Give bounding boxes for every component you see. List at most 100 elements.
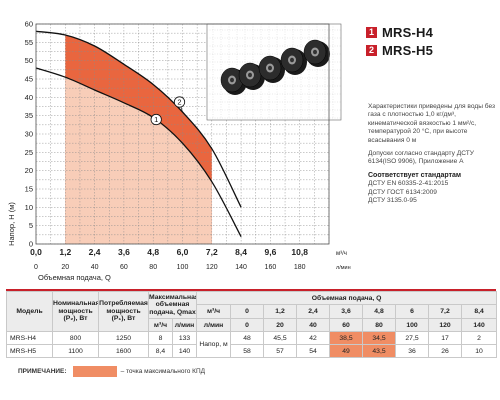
legend-item-1: 1 MRS-H4	[366, 24, 433, 40]
y-tick-label: 15	[25, 185, 33, 194]
chart-legend: 1 MRS-H4 2 MRS-H5	[366, 24, 433, 60]
y-tick-label: 0	[29, 240, 33, 249]
note-standard-1: ДСТУ EN 60335-2-41:2015	[368, 180, 449, 188]
th-flow-m3: 4,8	[362, 304, 397, 319]
x-tick-label-primary: 6,0	[177, 247, 189, 257]
th-flow-m3: 7,2	[428, 304, 463, 319]
impeller-stack-photo	[220, 39, 330, 95]
legend-label-2: MRS-H5	[382, 42, 434, 58]
cell-head-label: Напор, м	[196, 331, 232, 358]
impeller-hole	[230, 77, 234, 83]
th-flow-m3: 6	[395, 304, 430, 319]
x-tick-label-secondary: 80	[149, 264, 157, 271]
x-tick-label-secondary: 0	[34, 264, 38, 271]
th-flow-lmin: 140	[461, 318, 498, 332]
x-tick-label-primary: 9,6	[264, 247, 276, 257]
th-flow-lmin: 100	[395, 318, 430, 332]
series-line-1	[35, 67, 242, 238]
cell-head: 45,5	[263, 331, 298, 345]
y-tick-label: 5	[29, 221, 33, 230]
efficiency-band-light	[65, 77, 212, 244]
note-standards-heading: Соответствует стандартам	[368, 171, 462, 179]
cell-head: 2	[461, 331, 498, 345]
cell-p2: 800	[52, 331, 99, 345]
th-unit-m3: м³/ч	[196, 304, 232, 319]
th-unit-lmin: л/мин	[196, 318, 232, 332]
note-standard-2: ДСТУ ГОСТ 6134:2009	[368, 188, 437, 196]
y-tick-label: 30	[25, 130, 33, 139]
spec-notes: Характеристики приведены для воды без га…	[368, 103, 496, 205]
y-tick-label: 50	[25, 56, 33, 65]
pump-curve-chart: 1 2 0 5 10 15 20 25 30 35 40 45 50 55 60 0,0 1,2 2,4 3,6 4…	[7, 20, 351, 283]
note-conditions: Характеристики приведены для воды без га…	[368, 103, 496, 144]
cell-qmax-m3: 8,4	[148, 344, 173, 358]
cell-model: MRS-H5	[6, 344, 53, 358]
series-marker-label-2: 2	[177, 98, 181, 107]
cell-head: 27,5	[395, 331, 430, 345]
x-axis-label: Объемная подача, Q	[38, 273, 111, 282]
legend-label-1: MRS-H4	[382, 24, 434, 40]
cell-head: 48	[230, 331, 265, 345]
impeller-hole	[248, 72, 252, 78]
footnote-text: – точка максимального КПД	[120, 368, 206, 375]
cell-head-efficiency: 34,5	[362, 331, 397, 345]
x-unit-secondary: л/мин	[336, 265, 351, 271]
x-tick-label-primary: 2,4	[89, 247, 101, 257]
th-flow-lmin: 60	[329, 318, 364, 332]
x-tick-label-secondary: 100	[177, 264, 189, 271]
y-tick-label: 55	[25, 38, 33, 47]
y-tick-label: 25	[25, 148, 33, 157]
performance-table: Модель Номинальная мощность (P₂), Вт Пот…	[6, 291, 498, 358]
cell-qmax-m3: 8	[148, 331, 173, 345]
cell-head: 57	[263, 344, 298, 358]
series-line-2	[35, 30, 242, 208]
legend-item-2: 2 MRS-H5	[366, 42, 433, 58]
x-tick-label-secondary: 60	[120, 264, 128, 271]
cell-head: 58	[230, 344, 265, 358]
x-tick-label-secondary: 120	[206, 264, 218, 271]
cell-p2: 1100	[52, 344, 99, 358]
footnote-label: ПРИМЕЧАНИЕ:	[18, 368, 67, 375]
cell-head: 36	[395, 344, 430, 358]
y-tick-label: 35	[25, 111, 33, 120]
note-standard-3: ДСТУ 3135.0-95	[368, 197, 417, 205]
legend-badge-1: 1	[366, 26, 377, 38]
th-power-nominal: Номинальная мощность (P₂), Вт	[52, 291, 99, 332]
x-tick-label-secondary: 20	[61, 264, 69, 271]
table-header-row: Модель Номинальная мощность (P₂), Вт Пот…	[6, 291, 498, 332]
th-flow-m3: 2,4	[296, 304, 331, 319]
th-model: Модель	[6, 291, 53, 332]
th-flow-lmin: 40	[296, 318, 331, 332]
cell-head-efficiency: 43,5	[362, 344, 397, 358]
cell-head: 26	[428, 344, 463, 358]
th-flow-m3: 3,6	[329, 304, 364, 319]
cell-qmax-lmin: 133	[171, 331, 198, 345]
legend-badge-2: 2	[366, 44, 377, 56]
th-flow-m3: 1,2	[263, 304, 298, 319]
th-power-consumed: Потребляемая мощность (P₁), Вт	[98, 291, 149, 332]
x-tick-label-primary: 7,2	[206, 247, 218, 257]
th-flow-m3: 0	[230, 304, 265, 319]
x-tick-label-primary: 10,8	[291, 247, 308, 257]
th-flow-lmin: 0	[230, 318, 265, 332]
x-tick-label-secondary: 160	[265, 264, 277, 271]
x-tick-label-primary: 0,0	[30, 247, 42, 257]
th-qmax-m3: м³/ч	[148, 318, 173, 332]
th-qmax: Максимальная объемная подача, Qmax	[147, 291, 198, 319]
th-qmax-lmin: л/мин	[171, 318, 198, 332]
y-tick-label: 40	[25, 93, 33, 102]
table-flow-lmin-row: м³/ч л/мин л/мин 0 20 40 60 80 100 120 1…	[7, 318, 498, 332]
th-flow-lmin: 20	[263, 318, 298, 332]
x-tick-label-secondary: 40	[91, 264, 99, 271]
plot-frame	[35, 23, 330, 245]
y-tick-label: 45	[25, 75, 33, 84]
table-row: MRS-H4 800 1250 8 133 Напор, м 48 45,5 4…	[6, 331, 498, 358]
impeller-hole	[313, 49, 317, 55]
th-flow-lmin: 80	[362, 318, 397, 332]
footnote-swatch	[72, 366, 117, 377]
cell-head: 42	[296, 331, 331, 345]
cell-p1: 1600	[98, 344, 149, 358]
cell-head: 54	[296, 344, 331, 358]
x-tick-label-primary: 4,8	[147, 247, 159, 257]
note-tolerances: Допуски согласно стандарту ДСТУ 6134(ISO…	[368, 150, 474, 166]
